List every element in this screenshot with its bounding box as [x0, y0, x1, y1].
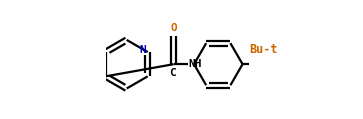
Text: Bu-t: Bu-t [250, 43, 278, 56]
Text: O: O [170, 23, 177, 33]
Text: NH: NH [188, 59, 202, 69]
Text: N: N [139, 45, 146, 55]
Text: C: C [170, 68, 176, 78]
